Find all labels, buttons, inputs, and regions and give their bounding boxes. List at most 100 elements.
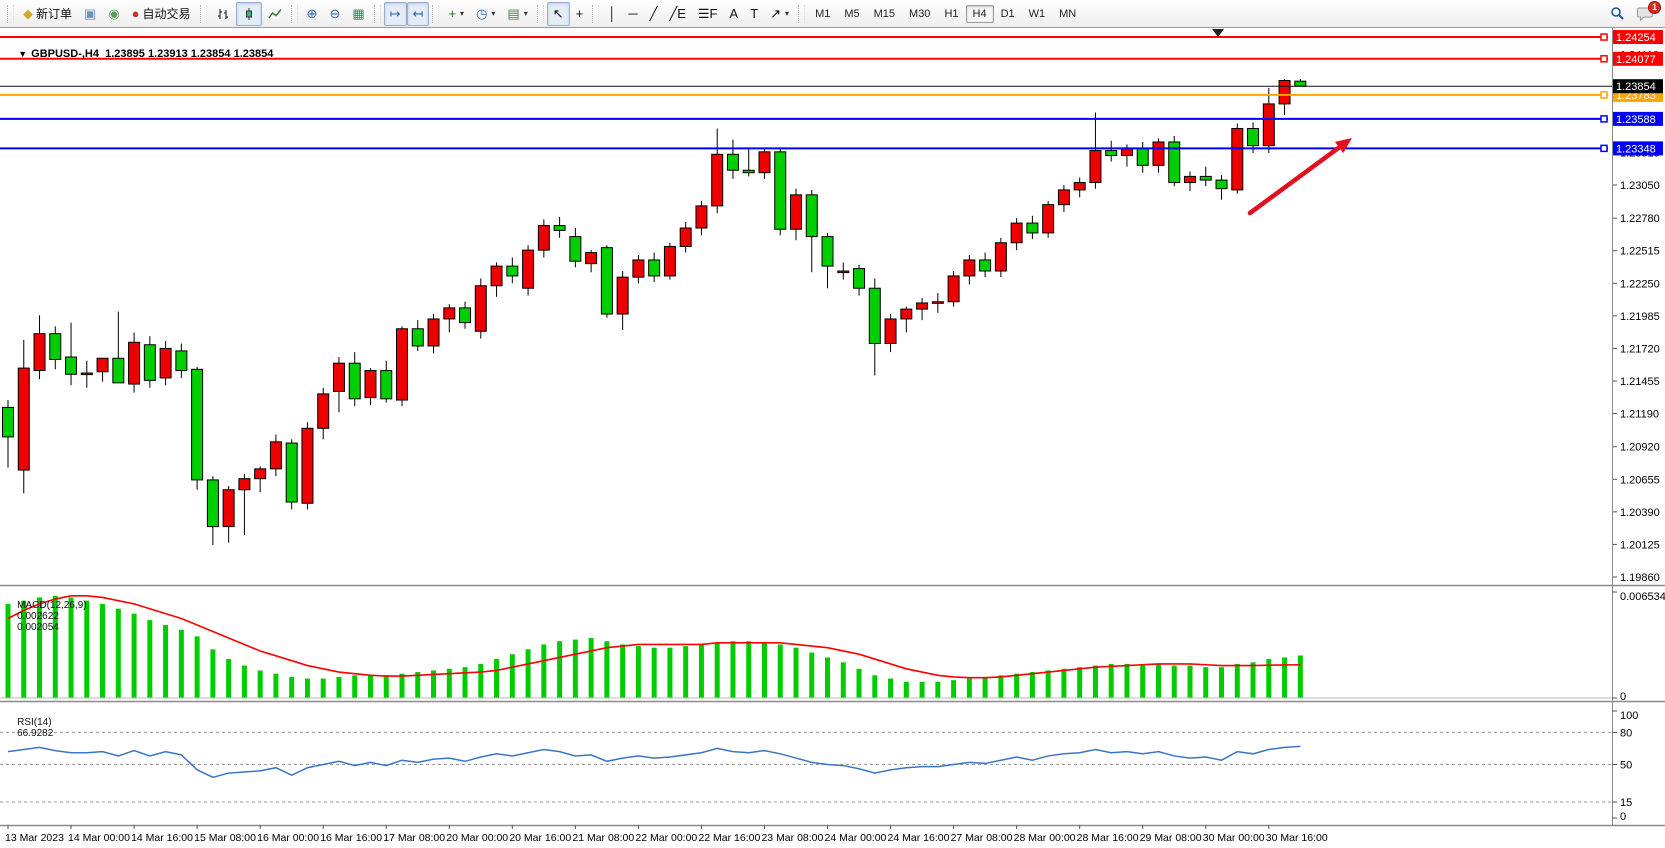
horizontal-line-icon: ─ — [628, 6, 638, 21]
macd-histogram-bar — [1171, 665, 1177, 698]
fibonacci-button[interactable]: ☰F — [692, 2, 724, 26]
candle — [522, 249, 535, 289]
timeframe-w1[interactable]: W1 — [1028, 7, 1046, 20]
chart-window-button[interactable]: ▣ — [78, 2, 102, 26]
bar-chart-button[interactable] — [210, 2, 236, 26]
price-line-label-box — [1613, 79, 1663, 94]
candle — [112, 357, 125, 384]
chart-shift-button[interactable]: ↤ — [406, 1, 430, 26]
auto-scroll-button[interactable]: ↦ — [383, 1, 407, 26]
text-label-button[interactable]: T — [744, 2, 764, 26]
periods-button[interactable]: ◷ ▾ — [470, 2, 501, 26]
timeframe-m15[interactable]: M15 — [873, 7, 896, 20]
candle — [711, 153, 724, 207]
macd-histogram-bar — [698, 644, 704, 698]
timeframe-m1[interactable]: M1 — [815, 7, 831, 20]
chart-shift-icon: ↤ — [412, 6, 424, 21]
line-chart-button[interactable] — [262, 2, 288, 26]
line-chart-icon — [267, 7, 282, 21]
shift-marker[interactable] — [1212, 29, 1224, 37]
autotrade-button[interactable]: ● 自动交易 — [126, 2, 197, 26]
candle — [916, 302, 929, 310]
text-label-icon: T — [750, 6, 759, 21]
indicators-button[interactable]: + ▾ — [442, 2, 470, 26]
candle — [868, 287, 881, 345]
timeframe-m30[interactable]: M30 — [909, 7, 931, 20]
macd-histogram-bar — [446, 668, 452, 698]
notifications-button[interactable]: 1 — [1635, 0, 1661, 24]
crosshair-button[interactable]: + — [570, 2, 590, 26]
timeframe-mn[interactable]: MN — [1059, 7, 1077, 20]
macd-histogram-bar — [1266, 659, 1272, 698]
timeframe-h1[interactable]: H1 — [944, 7, 959, 20]
macd-histogram-bar — [178, 629, 184, 698]
zoom-out-button[interactable]: ⊖ — [323, 2, 346, 26]
macd-histogram-bar — [966, 678, 972, 698]
macd-histogram-bar — [856, 668, 862, 698]
ohlc-values: 1.23895 1.23913 1.23854 1.23854 — [105, 48, 274, 60]
candle — [1231, 127, 1244, 191]
vertical-line-button[interactable]: │ — [602, 2, 622, 26]
chevron-down-icon[interactable]: ▾ — [491, 9, 496, 18]
macd-histogram-bar — [5, 603, 11, 698]
line-end-handle[interactable] — [1600, 33, 1608, 41]
line-end-handle[interactable] — [1600, 115, 1608, 123]
macd-histogram-bar — [1297, 655, 1303, 698]
trend-arrow-line[interactable] — [1247, 140, 1348, 216]
tile-windows-button[interactable]: ▦ — [346, 2, 370, 26]
text-button[interactable]: A — [724, 2, 745, 26]
time-label: 16 Mar 16:00 — [320, 832, 382, 844]
vertical-line-icon: │ — [608, 6, 617, 21]
candlestick-chart-button[interactable] — [235, 1, 262, 26]
candle — [396, 328, 408, 401]
cursor-button[interactable]: ↖ — [546, 1, 570, 26]
macd-histogram-bar — [651, 647, 657, 698]
line-end-handle[interactable] — [1600, 55, 1608, 63]
time-label: 27 Mar 08:00 — [951, 832, 1013, 844]
macd-histogram-bar — [304, 678, 310, 698]
templates-button[interactable]: ▤ ▾ — [501, 2, 533, 26]
candle — [695, 205, 708, 229]
time-label: 24 Mar 16:00 — [888, 832, 950, 844]
text-icon: A — [729, 6, 739, 21]
toolbar-group: ⊕ ⊖ ▦ — [301, 1, 371, 27]
price-tick-label: 1.20655 — [1620, 474, 1660, 486]
candle — [742, 169, 755, 174]
candle — [506, 265, 519, 277]
timeframe-d1[interactable]: D1 — [1000, 7, 1015, 20]
macd-histogram-bar — [982, 676, 988, 698]
candle — [364, 370, 377, 399]
search-button[interactable] — [1607, 4, 1627, 24]
toolbar-group-handle — [798, 4, 806, 23]
price-line-label-box — [1613, 51, 1663, 66]
macd-histogram-bar — [572, 639, 578, 698]
chevron-down-icon[interactable]: ▾ — [460, 9, 465, 18]
time-label: 30 Mar 00:00 — [1203, 832, 1265, 844]
chevron-down-icon[interactable]: ▾ — [523, 9, 528, 18]
symbol-dropdown-icon[interactable]: ▼ — [18, 49, 28, 59]
toolbar-group: ↦ ↤ — [383, 1, 430, 27]
macd-histogram-bar — [761, 642, 767, 698]
macd-histogram-bar — [604, 641, 610, 698]
macd-histogram-bar — [194, 636, 200, 698]
timeframe-h4[interactable]: H4 — [965, 4, 994, 23]
timeframe-m5[interactable]: M5 — [844, 7, 860, 20]
candle — [1152, 141, 1165, 166]
horizontal-line-button[interactable]: ─ — [622, 2, 643, 26]
trendline-button[interactable]: ╱ — [644, 2, 664, 26]
trend-arrow-head[interactable] — [1334, 138, 1352, 154]
macd-histogram-bar — [52, 595, 58, 698]
signal-button[interactable]: ◉ — [102, 2, 125, 26]
new-order-button[interactable]: ◆ 新订单 — [17, 2, 78, 26]
candle — [616, 276, 629, 315]
candle — [96, 357, 109, 373]
arrows-tool-button[interactable]: ↗ ▾ — [764, 2, 795, 26]
candle — [979, 259, 992, 272]
channel-button[interactable]: ╱E — [663, 2, 692, 26]
line-end-handle[interactable] — [1600, 91, 1608, 99]
chart-canvas[interactable]: 1.241101.238451.235801.233151.230501.227… — [0, 28, 1665, 848]
chevron-down-icon[interactable]: ▾ — [785, 9, 790, 18]
line-end-handle[interactable] — [1600, 144, 1608, 153]
zoom-in-button[interactable]: ⊕ — [301, 2, 324, 26]
candle — [821, 236, 834, 267]
